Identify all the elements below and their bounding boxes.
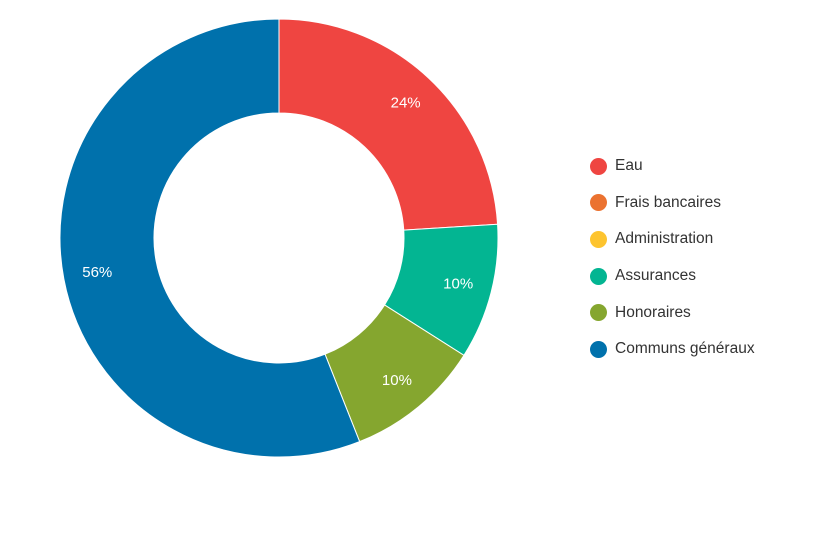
legend-swatch [590, 194, 607, 212]
legend-item-eau[interactable]: Eau [590, 148, 755, 185]
legend-item-honoraires[interactable]: Honoraires [590, 294, 755, 331]
slice-labels: 24% 10% 10% 56% [82, 95, 473, 389]
legend-swatch [590, 230, 607, 248]
legend-label: Eau [615, 157, 643, 175]
legend-label: Administration [615, 230, 714, 248]
legend-label: Assurances [615, 267, 696, 285]
legend-item-administration[interactable]: Administration [590, 221, 755, 258]
legend-item-assurances[interactable]: Assurances [590, 258, 755, 295]
slice-communs-generaux[interactable] [59, 18, 361, 458]
legend-label: Honoraires [615, 303, 691, 321]
slice-label-communs-generaux: 56% [82, 264, 112, 281]
slice-label-honoraires: 10% [382, 372, 412, 389]
legend-swatch [590, 304, 607, 322]
slice-eau[interactable] [278, 18, 499, 231]
slice-label-eau: 24% [391, 95, 421, 112]
legend-item-frais-bancaires[interactable]: Frais bancaires [590, 185, 755, 222]
legend-swatch [590, 157, 607, 175]
slice-label-assurances: 10% [443, 276, 473, 293]
legend-swatch [590, 267, 607, 285]
legend-swatch [590, 340, 607, 358]
donut-slices [59, 18, 499, 458]
legend-label: Frais bancaires [615, 193, 721, 211]
legend-item-communs-generaux[interactable]: Communs généraux [590, 331, 755, 368]
chart-legend: Eau Frais bancaires Administration Assuranc… [590, 148, 755, 368]
legend-label: Communs généraux [615, 340, 755, 358]
